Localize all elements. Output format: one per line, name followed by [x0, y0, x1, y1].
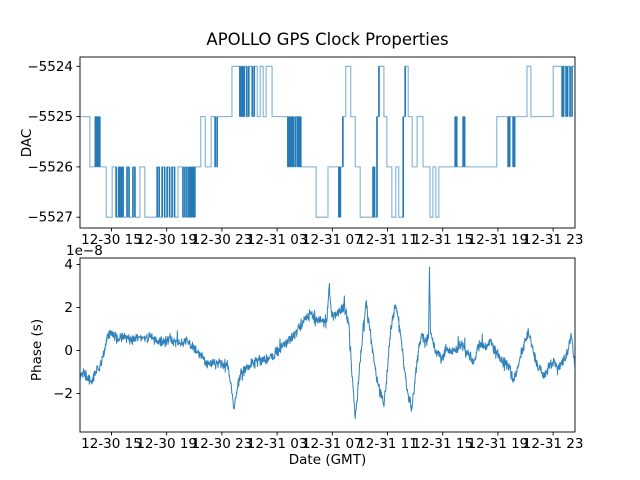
phase-offset-text: 1e−8 — [66, 243, 103, 259]
top-plot-spines — [79, 56, 576, 229]
dac-step-series — [80, 65, 575, 218]
y-tick-label: −2 — [53, 386, 73, 402]
y-tick-label: −5527 — [27, 210, 73, 226]
x-tick-label: 12-30 23 — [192, 232, 253, 248]
x-tick-label: 12-30 19 — [136, 436, 197, 452]
y-tick-label: −5526 — [27, 159, 73, 175]
y-tick-label: 4 — [64, 257, 73, 273]
x-tick-label: 12-31 07 — [302, 232, 363, 248]
x-tick-label: 12-31 19 — [468, 436, 529, 452]
x-tick-label: 12-31 11 — [357, 232, 418, 248]
x-tick-label: 12-31 11 — [357, 436, 418, 452]
y-tick-label: 2 — [64, 300, 73, 316]
x-tick-label: 12-31 03 — [247, 436, 308, 452]
x-tick-label: 12-31 03 — [247, 232, 308, 248]
x-tick-label: 12-30 23 — [192, 436, 253, 452]
x-tick-label: 12-31 07 — [302, 436, 363, 452]
x-tick-label: 12-31 23 — [523, 436, 584, 452]
x-tick-label: 12-31 15 — [412, 436, 473, 452]
x-axis-label: Date (GMT) — [288, 452, 367, 468]
x-tick-label: 12-31 23 — [523, 232, 584, 248]
bottom-plot-spines — [79, 257, 576, 433]
x-tick-label: 12-31 19 — [468, 232, 529, 248]
x-tick-label: 12-30 15 — [81, 436, 142, 452]
y-tick-label: −5525 — [27, 109, 73, 125]
y-tick-label: 0 — [64, 343, 73, 359]
x-tick-label: 12-30 19 — [136, 232, 197, 248]
y-tick-label: −5524 — [27, 59, 73, 75]
x-tick-label: 12-30 15 — [81, 232, 142, 248]
x-tick-label: 12-31 15 — [412, 232, 473, 248]
phase-series — [80, 266, 575, 420]
chart-title: APOLLO GPS Clock Properties — [206, 30, 449, 49]
